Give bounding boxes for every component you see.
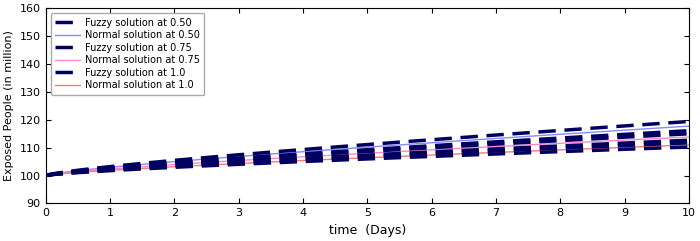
X-axis label: time  (Days): time (Days)	[328, 224, 406, 237]
Y-axis label: Exposed People (in million): Exposed People (in million)	[4, 30, 14, 181]
Legend: Fuzzy solution at 0.50, Normal solution at 0.50, Fuzzy solution at 0.75, Normal : Fuzzy solution at 0.50, Normal solution …	[50, 13, 204, 95]
